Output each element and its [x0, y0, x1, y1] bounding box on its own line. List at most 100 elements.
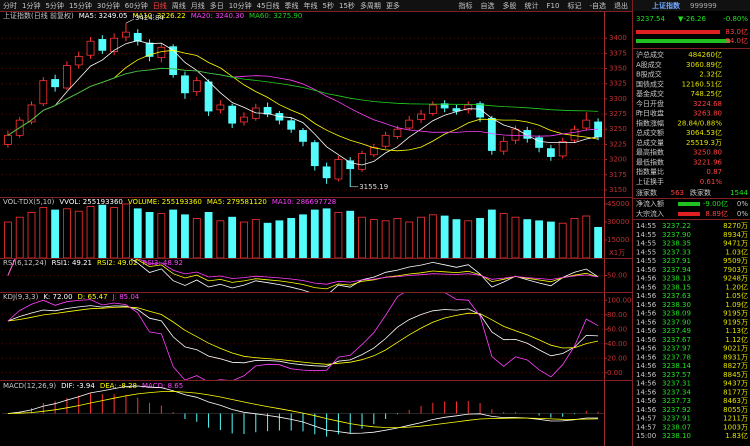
volume-bar — [393, 217, 402, 259]
y-tick-label: 30000 — [607, 218, 629, 226]
period-button[interactable]: 60分钟 — [125, 1, 148, 10]
period-button[interactable]: 更多 — [386, 1, 400, 10]
tick-volume: 8463万 — [723, 397, 748, 405]
period-button[interactable]: 季线 — [285, 1, 299, 10]
dif-line — [7, 385, 599, 434]
panel-title: RSI(6,12,24) — [3, 259, 47, 267]
tick-time: 14:56 — [636, 336, 657, 344]
flow-bar — [678, 202, 700, 206]
period-button[interactable]: 15秒 — [339, 1, 355, 10]
period-button[interactable]: 多日 — [210, 1, 224, 10]
y-tick-label: 3225 — [609, 140, 627, 148]
volume-bar — [322, 208, 331, 259]
period-button[interactable]: 10分钟 — [229, 1, 252, 10]
tick-price: 3237.63 — [662, 292, 691, 300]
period-button[interactable]: 日线 — [153, 1, 167, 10]
volume-bar — [251, 219, 260, 259]
period-button[interactable]: 5秒 — [323, 1, 334, 10]
period-button[interactable]: 1分钟 — [22, 1, 40, 10]
period-button[interactable]: 周线 — [172, 1, 186, 10]
period-button[interactable]: 5分钟 — [45, 1, 63, 10]
candle-body — [464, 104, 473, 111]
candle-body — [27, 104, 36, 123]
tick-volume: 1.03亿 — [725, 247, 748, 256]
y-tick-label: 3300 — [609, 95, 627, 103]
tick-price: 3238.13 — [662, 275, 691, 283]
volume-bar — [216, 220, 225, 259]
period-button[interactable]: 年线 — [304, 1, 318, 10]
tick-price: 3237.78 — [662, 353, 691, 361]
unit-label: X1万 — [609, 249, 625, 257]
tick-time: 14:56 — [636, 292, 657, 300]
tick-volume: 9021万 — [723, 345, 748, 353]
tick-volume: 1.13亿 — [725, 326, 748, 335]
panel-title: KDJ(9,3,3) — [3, 293, 39, 301]
menu-button[interactable]: 多股 — [503, 1, 517, 10]
ma-line — [7, 67, 599, 136]
menu-button[interactable]: 自选 — [481, 1, 495, 10]
y-tick-label: 3200 — [609, 156, 627, 164]
tick-time: 14:56 — [636, 266, 657, 274]
indicator-value: VOLUME: 255193360 — [128, 198, 202, 206]
rsi-line — [7, 259, 599, 292]
tick-time: 14:56 — [636, 371, 657, 379]
y-tick-label: 60.00 — [607, 325, 627, 333]
menu-button[interactable]: 标记 — [567, 1, 581, 10]
candle-body — [358, 153, 366, 170]
row-label: 沪总成交 — [636, 50, 664, 59]
indicator-value: MA10: 3226.22 — [133, 12, 186, 20]
indicator-value: VVOL: 255193360 — [59, 198, 123, 206]
candle-body — [440, 103, 449, 109]
row-value: 2.32亿 — [699, 70, 722, 79]
candle-body — [499, 140, 508, 152]
ma-line — [7, 40, 599, 166]
volume-bar — [546, 221, 555, 259]
row-label: 今日开盘 — [636, 99, 664, 108]
volume-bar — [133, 208, 142, 259]
menu-button[interactable]: -自选 — [589, 1, 606, 10]
row-value: 3250.80 — [693, 149, 722, 157]
candle-body — [511, 128, 520, 141]
tick-volume: 9471万 — [723, 240, 748, 248]
period-button[interactable]: 多周期 — [360, 1, 381, 10]
period-button[interactable]: 分时 — [3, 1, 17, 10]
candle-body — [287, 120, 296, 130]
indicator-value: RSI1: 49.21 — [52, 259, 92, 267]
volume-bar — [428, 214, 437, 259]
menu-button[interactable]: 统计 — [525, 1, 539, 10]
row-label: 最低指数 — [636, 157, 664, 166]
menu-button[interactable]: 退出 — [614, 1, 628, 10]
period-button[interactable]: 45日线 — [257, 1, 280, 10]
menu-button[interactable]: 指标 — [459, 1, 473, 10]
volume-bar — [192, 217, 201, 259]
tick-time: 14:55 — [636, 231, 656, 239]
menu-button[interactable]: F10 — [547, 2, 560, 10]
period-button[interactable]: 30分钟 — [97, 1, 120, 10]
volume-bar — [110, 207, 119, 259]
period-button[interactable]: 月线 — [191, 1, 205, 10]
candle-body — [487, 117, 496, 151]
kdj-line — [7, 305, 599, 367]
flow-value: -9.00亿 — [703, 199, 728, 208]
candle-body — [334, 159, 343, 180]
candle-body — [546, 148, 555, 157]
volume-bar — [240, 221, 248, 259]
tick-price: 3238.10 — [662, 432, 691, 440]
tick-volume: 1.05亿 — [725, 291, 748, 300]
rsi-line — [7, 259, 599, 290]
row-value: 12160.51亿 — [682, 79, 722, 88]
row-value: 3221.96 — [693, 158, 722, 166]
tick-volume: 1.09亿 — [725, 300, 748, 309]
flow-pct: 0% — [737, 200, 748, 208]
row-label: 昨日收盘 — [636, 109, 664, 118]
tick-price: 3237.31 — [662, 380, 691, 388]
tick-price: 3237.90 — [662, 318, 691, 326]
candle-body — [98, 39, 107, 51]
row-value: 3263.80 — [693, 110, 722, 118]
candle-body — [310, 142, 319, 167]
period-button[interactable]: 15分钟 — [69, 1, 92, 10]
y-tick-label: 3275 — [609, 110, 627, 118]
quote-change: ▼-26.26 — [678, 15, 706, 23]
row-label: A股成交 — [636, 60, 662, 69]
